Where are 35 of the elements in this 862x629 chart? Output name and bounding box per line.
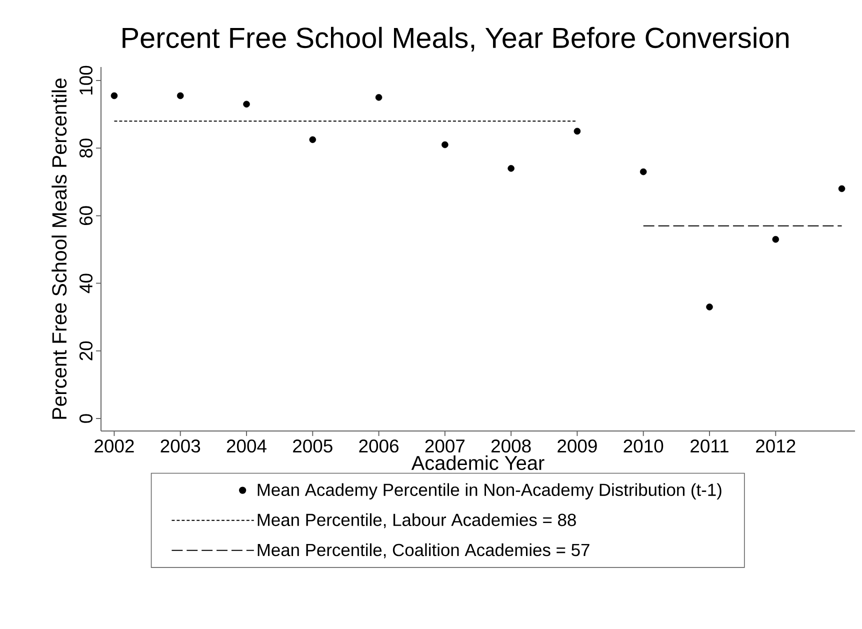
point	[508, 165, 514, 172]
point	[309, 136, 316, 144]
point	[838, 185, 846, 192]
y-tick-label: 0	[79, 414, 93, 423]
x-axis-title: Academic Year	[411, 455, 544, 470]
x-tick-label: 2004	[226, 439, 266, 453]
x-tick-label: 2011	[690, 439, 728, 453]
x-tick-label: 2012	[756, 439, 796, 453]
point	[375, 94, 382, 101]
point	[574, 128, 581, 135]
point	[640, 168, 647, 176]
point	[110, 92, 118, 100]
chart-title: Percent Free School Meals, Year Before Conversion	[122, 26, 789, 52]
legend-label: Mean Percentile, Labour Academies = 88	[258, 513, 576, 528]
y-axis-title: Percent Free School Meals Percentile	[52, 78, 67, 419]
x-tick-label: 2009	[558, 439, 597, 453]
legend-label: Mean Percentile, Coalition Academies = 57	[258, 543, 590, 558]
point	[706, 304, 713, 310]
point	[176, 92, 184, 100]
point	[772, 236, 780, 243]
point	[442, 141, 448, 148]
x-tick-label: 2007	[425, 439, 465, 453]
x-tick-label: 2010	[624, 439, 664, 453]
y-tick-label: 40	[79, 274, 93, 294]
x-tick-label: 2006	[359, 439, 398, 453]
legend-label: Mean Academy Percentile in Non-Academy Distribution (t-1)	[258, 483, 722, 500]
x-tick-label: 2002	[94, 439, 134, 453]
y-tick-label: 60	[79, 206, 93, 226]
y-tick-label: 20	[79, 341, 93, 360]
y-tick-label: 80	[79, 138, 93, 158]
x-tick-label: 2008	[491, 439, 531, 453]
x-tick-label: 2005	[293, 439, 332, 453]
point	[243, 100, 250, 108]
x-tick-label: 2003	[160, 439, 200, 453]
y-tick-label: 100	[79, 66, 93, 94]
